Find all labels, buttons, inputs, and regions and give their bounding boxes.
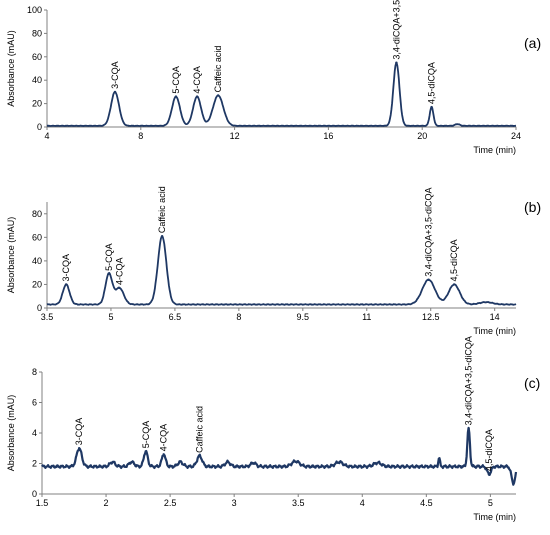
y-tick-label: 4 <box>32 428 37 438</box>
panel-label: (c) <box>524 375 540 391</box>
peak-point <box>162 453 165 456</box>
peak-label: 4-CQA <box>114 257 124 285</box>
chart-panel-1: 0 20 40 60 80 100 4 8 12 16 20 24 Time (min) Absorban… <box>6 0 541 155</box>
x-tick-label: 5 <box>108 312 113 322</box>
peak-label: 3,4-diCQA+3,5-diCQA <box>424 187 434 276</box>
peak-point <box>487 472 491 476</box>
x-tick-label: 14 <box>490 312 500 322</box>
x-tick-label: 1.5 <box>36 498 49 508</box>
peak-point <box>216 94 220 97</box>
y-tick-label: 100 <box>27 5 42 15</box>
chromatogram-trace <box>41 426 518 486</box>
peak-point <box>107 272 111 276</box>
peak-label: 5-CQA <box>104 243 114 271</box>
peak-point <box>195 95 199 98</box>
peak-point <box>160 234 164 238</box>
chart-panel-2: 0 20 40 60 80 3.5 5 6.5 8 9.5 11 12.5 14 Time (min) Ab… <box>6 186 541 336</box>
y-axis-title: Absorbance (mAU) <box>6 217 16 294</box>
x-tick-label: 8 <box>138 131 143 141</box>
peak-label: 3,4-diCQA+3,5-diCQA <box>464 336 474 425</box>
y-tick-label: 40 <box>32 75 42 85</box>
peak-label: 3-CQA <box>74 418 84 446</box>
y-tick-label: 80 <box>32 209 42 219</box>
x-tick-label: 5 <box>488 498 493 508</box>
peak-label: 4-CQA <box>192 66 202 94</box>
peak-label: 3,4-diCQA+3,5-diCQA <box>391 0 401 60</box>
peak-point <box>427 278 430 281</box>
panel-label: (a) <box>524 35 541 51</box>
x-tick-label: 12 <box>230 131 240 141</box>
y-tick-label: 0 <box>37 303 42 313</box>
peak-point <box>467 427 470 430</box>
peak-label: Caffeic acid <box>213 46 223 93</box>
x-axis-title: Time (min) <box>473 326 516 336</box>
x-axis-title: Time (min) <box>473 145 516 155</box>
peak-point <box>118 286 121 290</box>
x-tick-label: 2.5 <box>164 498 177 508</box>
y-tick-label: 80 <box>32 28 42 38</box>
y-tick-label: 60 <box>32 52 42 62</box>
peak-point <box>430 105 433 109</box>
peak-label: 5-CQA <box>171 66 181 94</box>
peak-label: 3-CQA <box>61 254 71 282</box>
y-tick-label: 20 <box>32 99 42 109</box>
peak-point <box>77 447 81 450</box>
x-tick-label: 11 <box>362 312 371 322</box>
y-tick-label: 0 <box>37 122 42 132</box>
peak-label: 4,5-diCQA <box>484 429 494 471</box>
x-tick-label: 20 <box>417 131 427 141</box>
peak-label: 3-CQA <box>110 61 120 89</box>
x-tick-label: 4.5 <box>420 498 433 508</box>
peak-label: 5-CQA <box>141 421 151 449</box>
peak-point <box>144 450 147 453</box>
peak-point <box>113 90 117 94</box>
x-tick-label: 24 <box>511 131 521 141</box>
x-axis-title: Time (min) <box>473 512 516 522</box>
peak-point <box>174 95 178 98</box>
y-tick-label: 20 <box>32 279 42 289</box>
chromatogram-trace <box>46 62 517 127</box>
peak-label: 4-CQA <box>159 424 169 452</box>
peak-label: 4,5-diCQA <box>427 62 437 104</box>
peak-point <box>64 283 68 286</box>
y-tick-label: 8 <box>32 367 37 377</box>
x-tick-label: 4 <box>360 498 365 508</box>
x-tick-label: 3 <box>232 498 237 508</box>
x-tick-label: 2 <box>104 498 109 508</box>
y-tick-label: 0 <box>32 489 37 499</box>
peak-label: 4,5-diCQA <box>449 239 459 281</box>
y-axis-title: Absorbance (mAU) <box>6 30 16 107</box>
y-tick-label: 2 <box>32 459 37 469</box>
x-tick-label: 6.5 <box>169 312 182 322</box>
chromatogram-trace <box>46 235 517 306</box>
x-tick-label: 8 <box>236 312 241 322</box>
x-tick-label: 12.5 <box>422 312 440 322</box>
panel-label: (b) <box>524 199 541 215</box>
y-axis-title: Absorbance (mAU) <box>6 395 16 472</box>
peak-point <box>452 283 456 286</box>
x-tick-label: 4 <box>44 131 49 141</box>
y-tick-label: 6 <box>32 398 37 408</box>
x-tick-label: 16 <box>323 131 333 141</box>
x-tick-label: 3.5 <box>292 498 305 508</box>
peak-point <box>198 454 201 458</box>
peak-point <box>395 61 398 64</box>
y-tick-label: 40 <box>32 256 42 266</box>
chart-panel-3: 0 2 4 6 8 1.5 2 2.5 3 3.5 4 4.5 5 Time (min) Absorbanc… <box>6 336 540 522</box>
y-tick-label: 60 <box>32 232 42 242</box>
peak-label: Caffeic acid <box>195 406 205 453</box>
x-tick-label: 3.5 <box>41 312 54 322</box>
x-tick-label: 9.5 <box>297 312 310 322</box>
peak-label: Caffeic acid <box>157 186 167 233</box>
